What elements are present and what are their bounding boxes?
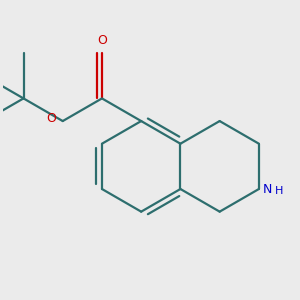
Text: H: H	[275, 186, 284, 196]
Text: O: O	[46, 112, 56, 125]
Text: O: O	[97, 34, 107, 47]
Text: N: N	[263, 182, 272, 196]
